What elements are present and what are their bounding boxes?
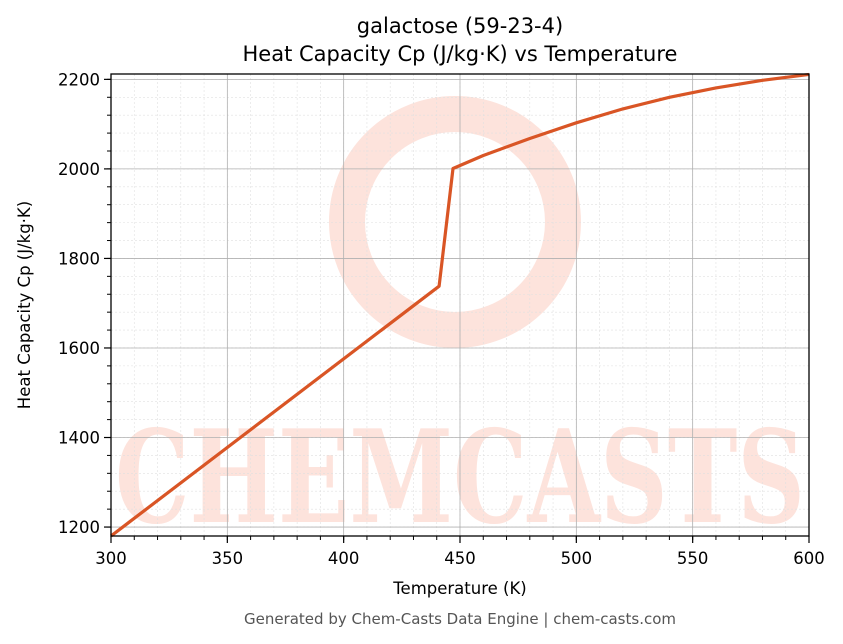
series-line-heat-capacity (110, 72, 810, 538)
x-axis-ticks: 300 350 400 450 500 550 600 (95, 536, 825, 568)
y-axis-ticks: 1200 1400 1600 1800 2000 2200 (58, 70, 111, 537)
chart-subtitle: Heat Capacity Cp (J/kg·K) vs Temperature (243, 42, 678, 66)
footer-credit: Generated by Chem-Casts Data Engine | ch… (244, 610, 676, 628)
x-tick-label: 500 (561, 549, 593, 568)
x-tick-label: 450 (444, 549, 476, 568)
y-axis-label: Heat Capacity Cp (J/kg·K) (15, 201, 34, 409)
x-axis-label: Temperature (K) (392, 579, 526, 598)
x-tick-label: 600 (793, 549, 825, 568)
y-tick-label: 1600 (58, 339, 100, 358)
x-tick-label: 300 (95, 549, 127, 568)
y-tick-label: 2000 (58, 160, 100, 179)
chart-title: galactose (59-23-4) (357, 14, 563, 38)
x-tick-label: 400 (328, 549, 360, 568)
major-grid (110, 74, 810, 536)
y-tick-label: 1800 (58, 249, 100, 268)
x-tick-label: 350 (212, 549, 244, 568)
x-tick-label: 550 (677, 549, 709, 568)
y-tick-label: 1400 (58, 429, 100, 448)
watermark-logo-ring (329, 96, 581, 348)
y-tick-label: 2200 (58, 70, 100, 89)
y-tick-label: 1200 (58, 518, 100, 537)
